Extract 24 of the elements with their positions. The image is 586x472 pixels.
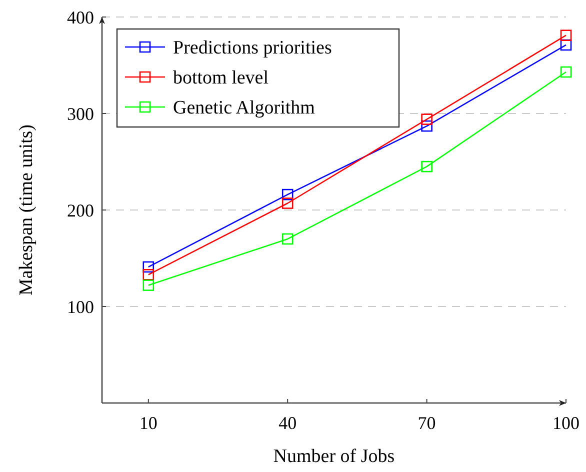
y-tick-label: 200 (67, 200, 94, 220)
point (282, 188, 294, 200)
legend-label: Predictions priorities (173, 38, 332, 59)
y-tick-label: 400 (67, 7, 94, 28)
y-axis-title: Makespan (time units) (16, 124, 37, 296)
point (142, 269, 154, 280)
point (142, 280, 154, 291)
point (282, 198, 294, 209)
x-tick-label: 70 (418, 413, 436, 433)
x-tick-label: 40 (278, 413, 297, 433)
legend-label: Genetic Algorithm (173, 98, 316, 119)
legend-label: bottom level (173, 68, 269, 89)
point (560, 30, 572, 41)
point (421, 160, 432, 172)
point (560, 66, 572, 78)
point (282, 233, 294, 245)
x-tick-label: 100 (552, 413, 580, 433)
point (421, 114, 432, 125)
y-tick-label: 300 (67, 104, 94, 124)
y-tick-label: 100 (67, 296, 94, 317)
point (142, 261, 154, 273)
x-tick-label: 10 (139, 413, 158, 433)
point (421, 120, 432, 132)
x-axis-title: Number of Jobs (273, 446, 395, 467)
